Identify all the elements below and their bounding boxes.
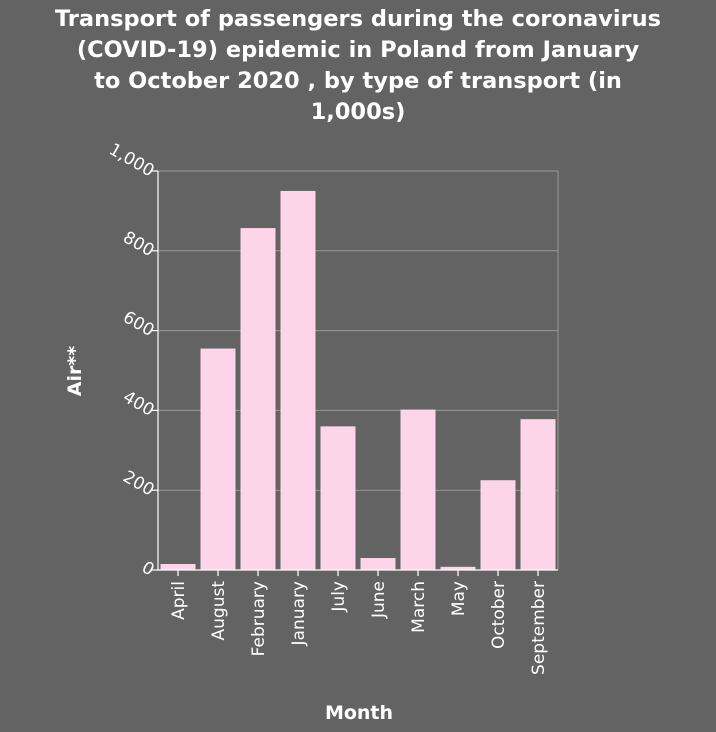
y-tick-label: 1,000 — [105, 140, 157, 182]
chart-title: Transport of passengers during the coron… — [0, 4, 716, 128]
bar-february — [240, 228, 276, 570]
y-tick-label: 0 — [138, 558, 157, 581]
bar-june — [360, 558, 396, 570]
bar-october — [480, 480, 516, 570]
bar-september — [520, 419, 556, 570]
bar-july — [320, 426, 356, 570]
x-tick-label: October — [489, 581, 509, 649]
bar-april — [160, 564, 196, 570]
x-tick-label: February — [249, 581, 269, 656]
x-tick-label: January — [289, 581, 309, 646]
bars — [160, 190, 556, 570]
bar-may — [440, 566, 476, 570]
x-axis-label: Month — [325, 702, 393, 724]
x-tick-label: May — [449, 581, 469, 616]
chart-title-line: Transport of passengers during the coron… — [54, 6, 662, 32]
x-tick-label: March — [409, 581, 429, 633]
chart-title-line: (COVID-19) epidemic in Poland from Janua… — [76, 37, 640, 63]
y-tick-label: 200 — [119, 467, 157, 501]
bar-march — [400, 409, 436, 570]
bar-january — [280, 190, 316, 570]
x-tick-label: June — [369, 581, 389, 619]
chart-title-line: 1,000s) — [310, 99, 406, 125]
x-tick-label: April — [169, 581, 189, 620]
chart-title-line: to October 2020 , by type of transport (… — [94, 68, 622, 94]
axes — [157, 171, 558, 571]
x-tick-label: July — [329, 581, 349, 613]
y-tick-label: 600 — [119, 307, 157, 341]
y-tick-label: 400 — [119, 387, 157, 421]
y-axis-ticks: 0 200 400 600 800 1,000 — [105, 140, 158, 581]
y-tick-label: 800 — [119, 228, 157, 262]
bar-august — [200, 348, 236, 570]
x-tick-label: September — [529, 581, 549, 675]
x-axis-ticks: April August February January July June March M… — [169, 570, 549, 675]
y-axis-label: Air** — [64, 346, 86, 397]
x-tick-label: August — [209, 581, 229, 641]
